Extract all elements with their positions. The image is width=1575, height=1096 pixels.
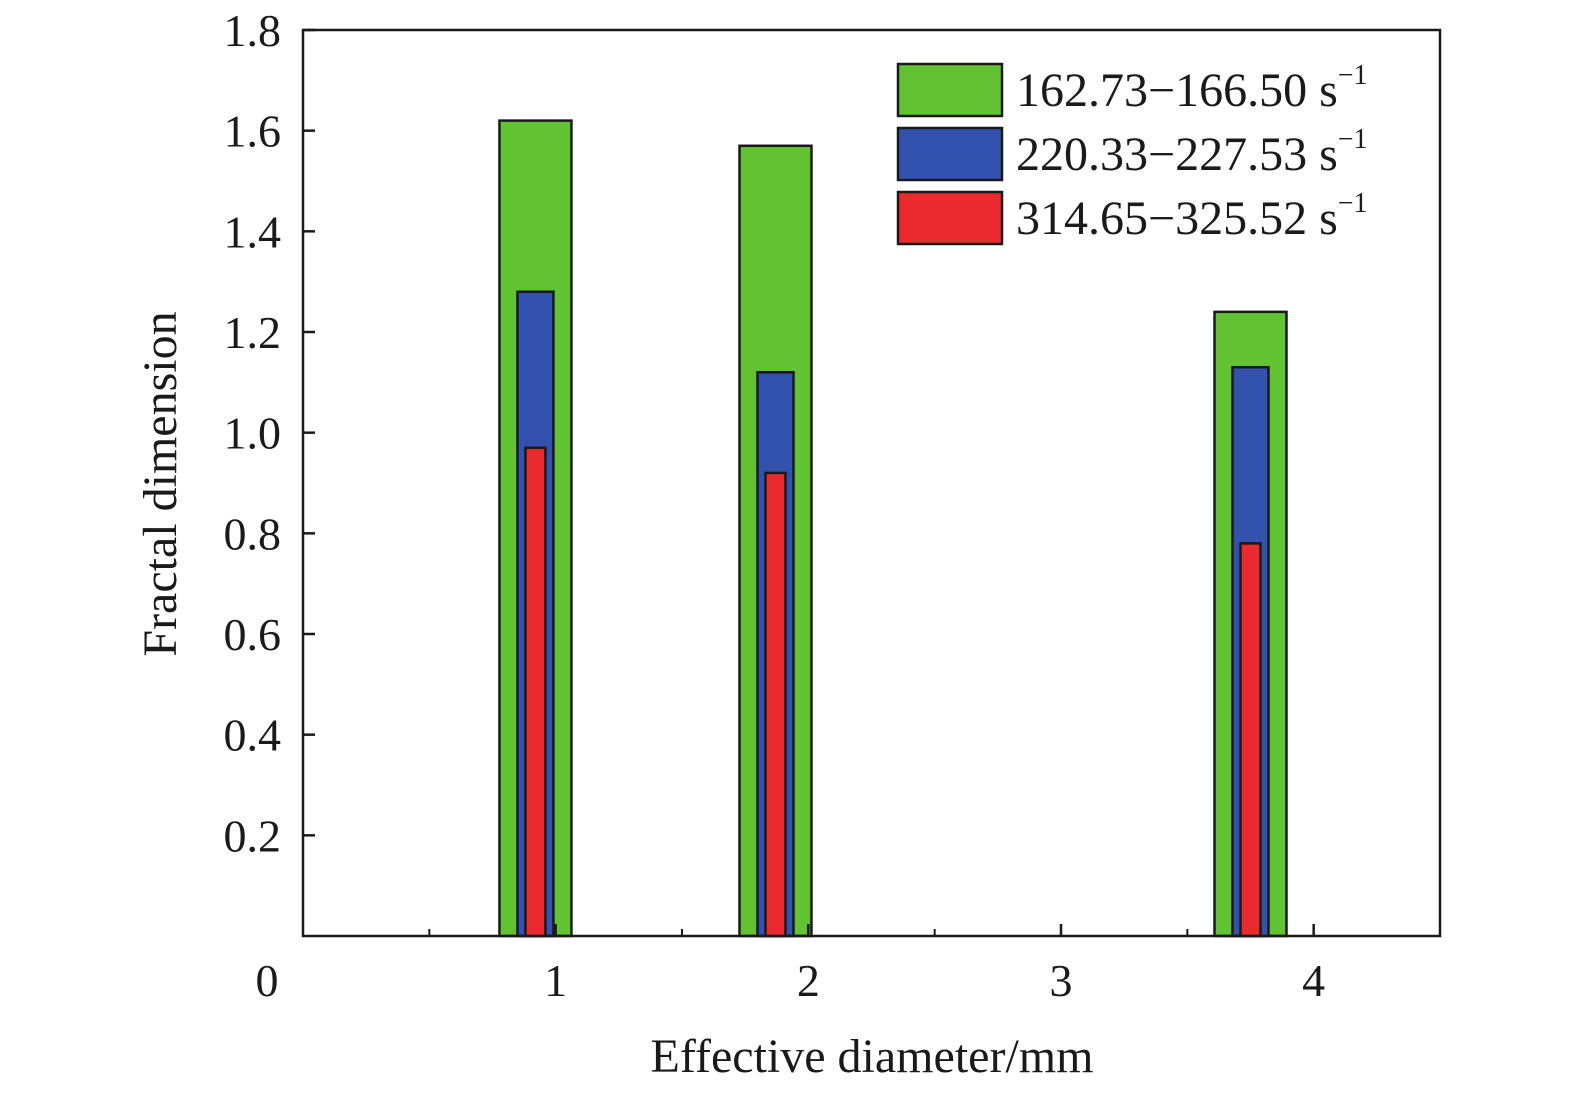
x-tick-label-3: 2 [797, 955, 820, 1006]
ticks-layer: 0.2 0.4 0.6 0.8 1.0 1.2 1.4 1.6 1.8 0 1 2 3 4 [224, 5, 1326, 1006]
y-tick-label-7: 1.4 [224, 206, 282, 257]
legend-label-2: 220.33−227.53 s−1 [1016, 124, 1368, 181]
x-tick-label-5: 4 [1302, 955, 1325, 1006]
y-tick-label-8: 1.6 [224, 106, 282, 157]
plot-frame [301, 28, 1442, 938]
bars-layer [498, 119, 1288, 938]
x-axis-title: Effective diameter/mm [651, 1030, 1094, 1083]
legend-label-3: 314.65−325.52 s−1 [1016, 188, 1368, 245]
y-tick-label-2: 0.4 [224, 710, 282, 761]
axes-layer [301, 28, 1442, 938]
y-tick-label-5: 1.0 [224, 408, 282, 459]
y-axis-title: Fractal dimension [134, 311, 187, 656]
legend-superscript-1: −1 [1338, 60, 1368, 91]
x-tick-label-4: 3 [1050, 955, 1073, 1006]
y-tick-label-1: 0.2 [224, 810, 282, 861]
legend-swatch-1 [896, 62, 1004, 118]
legend-swatch-3 [896, 190, 1004, 246]
x-tick-label-1: 0 [256, 955, 279, 1006]
bar-series3-3 [1239, 542, 1262, 938]
x-tick-label-2: 1 [544, 955, 567, 1006]
legend-label-1: 162.73−166.50 s−1 [1016, 60, 1368, 117]
y-tick-label-3: 0.6 [224, 609, 282, 660]
legend: 162.73−166.50 s−1 220.33−227.53 s−1 314.65… [896, 60, 1368, 246]
legend-superscript-3: −1 [1338, 188, 1368, 219]
legend-swatch-2 [896, 126, 1004, 182]
bar-series3-2 [764, 471, 787, 938]
legend-superscript-2: −1 [1338, 124, 1368, 155]
y-tick-label-9: 1.8 [224, 5, 282, 56]
y-tick-label-6: 1.2 [224, 307, 282, 358]
bar-series3-1 [524, 446, 547, 938]
y-tick-label-4: 0.8 [224, 508, 282, 559]
